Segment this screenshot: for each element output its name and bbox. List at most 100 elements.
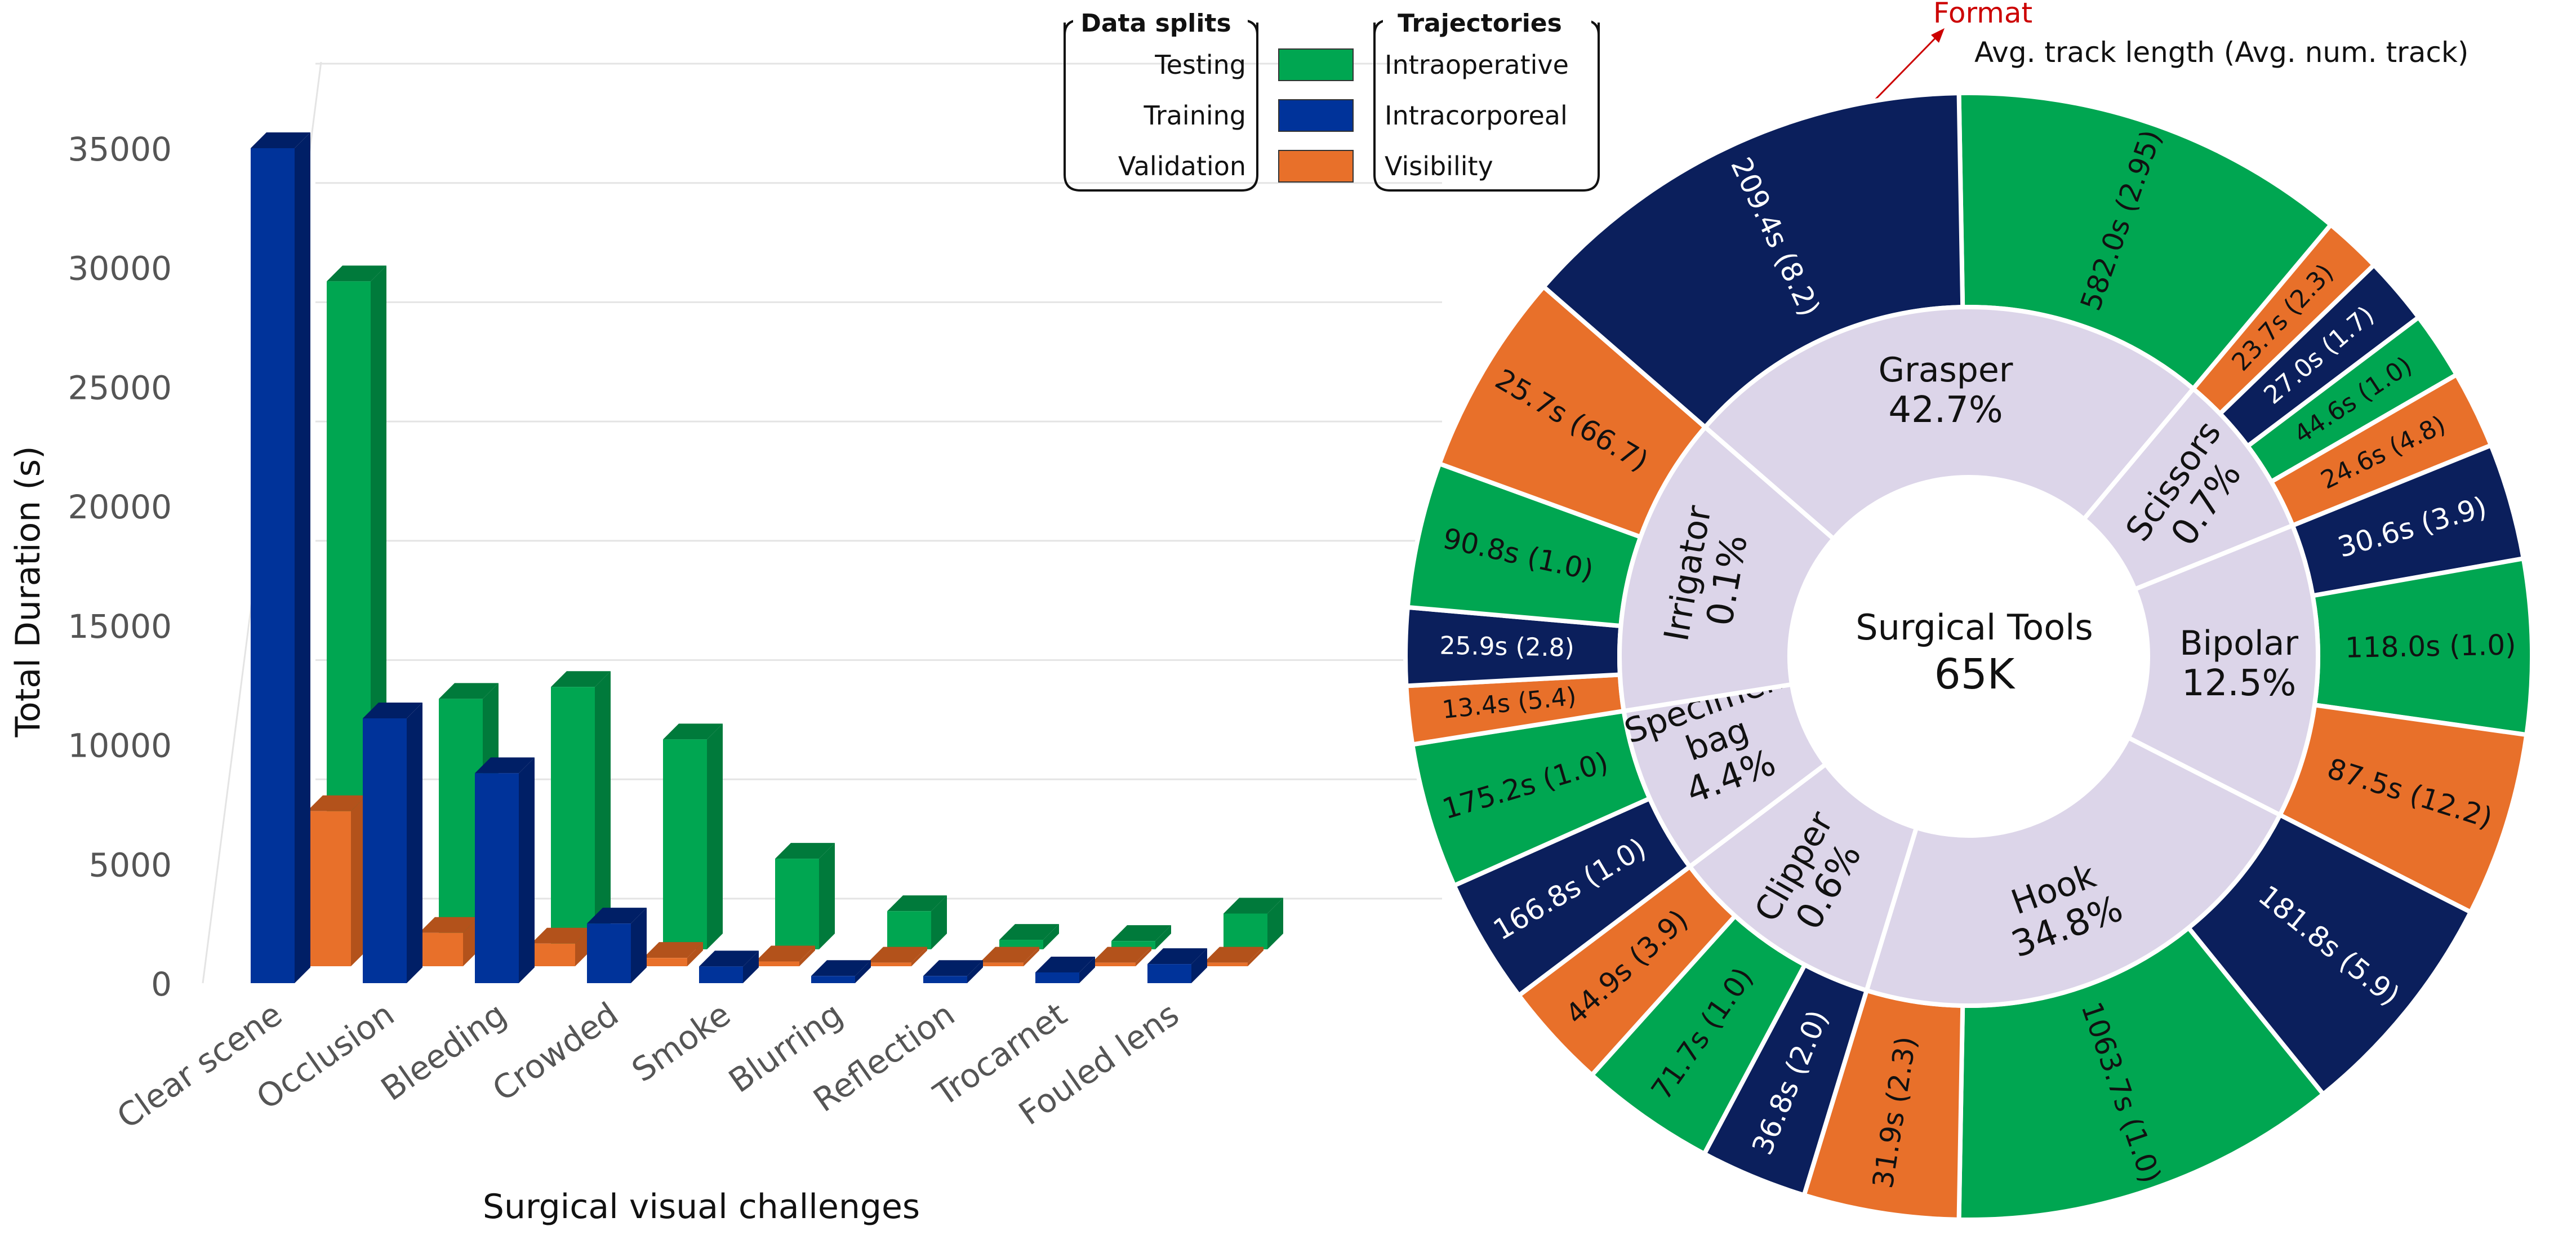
bar-chart-x-axis-label: Surgical visual challenges (483, 1187, 920, 1227)
bar-side-face (1248, 947, 1263, 966)
bar-training (923, 960, 983, 983)
bar-front-face (923, 976, 967, 983)
bar-side-face (1191, 948, 1207, 983)
legend-split-label: Testing (1154, 50, 1246, 80)
bar-training (811, 960, 871, 983)
bar-side-face (1043, 924, 1059, 949)
bar-top-face (531, 927, 591, 944)
bar-side-face (707, 723, 723, 949)
bar-side-face (911, 947, 927, 966)
bar-chart-y-tick-label: 10000 (68, 727, 172, 765)
bar-validation (755, 945, 815, 966)
bar-side-face (1155, 925, 1171, 949)
bar-front-face (1147, 964, 1191, 983)
donut-center: Surgical Tools 65K (1790, 477, 2148, 836)
bar-front-face (643, 958, 687, 966)
bar-top-face (1111, 925, 1171, 941)
bar-side-face (799, 945, 815, 966)
legend-trajectories-title: Trajectories (1398, 9, 1562, 38)
bar-chart-x-tick-label: Smoke (625, 995, 737, 1090)
donut-hole (1790, 477, 2148, 836)
legend-swatch (1278, 99, 1354, 132)
donut-tool-name: Grasper (1879, 350, 2013, 390)
legend: Data splits Trajectories Testing Intraope… (1064, 6, 1600, 192)
donut-inner-segment: Bipolar 12.5% (2125, 522, 2320, 818)
bar-top-face (643, 942, 703, 958)
legend-trajectory-label: Visibility (1385, 151, 1493, 181)
donut-outer-segment: 209.4s (8.2) (1540, 91, 1965, 430)
bar-chart-y-axis-label: Total Duration (s) (8, 446, 48, 738)
legend-split-label: Training (1143, 100, 1246, 131)
bar-top-face (867, 947, 927, 963)
legend-trajectory-label: Intraoperative (1385, 50, 1569, 80)
donut-inner-ring: Grasper 42.7% Scissors0.7% Bipolar 12.5% Hook… (1617, 305, 2320, 1008)
bar-front-face (419, 932, 463, 966)
bar-training (699, 950, 759, 983)
bar-top-face (307, 795, 367, 811)
donut-outer-segment: 31.9s (2.3) (1801, 987, 1965, 1222)
bar-front-face (587, 923, 631, 983)
bar-top-face (587, 908, 647, 924)
bar-top-face (755, 945, 815, 962)
donut-inner-segment: Scissors0.7% (2080, 385, 2296, 593)
legend-data-splits-frame (1064, 23, 1258, 192)
bar-side-face (1024, 947, 1039, 966)
bar-testing (887, 895, 947, 949)
bar-front-face (867, 962, 911, 966)
bar-chart-y-tick-label: 35000 (68, 130, 172, 168)
bar-testing (663, 723, 723, 949)
bar-side-face (519, 757, 535, 983)
bar-chart-x-tick-label: Bleeding (374, 995, 513, 1108)
bar-validation (531, 927, 591, 966)
bar-validation (867, 947, 927, 966)
donut-outer-label: 118.0s (1.0) (2345, 629, 2517, 664)
bar-front-face (980, 962, 1024, 966)
legend-swatch (1278, 150, 1354, 183)
bar-side-face (687, 942, 703, 966)
bar-chart-y-ticks: 0 5000 10000 15000 20000 25000 30000 35000 (68, 130, 172, 1003)
bar-training (251, 132, 310, 983)
bar-top-face (923, 960, 983, 976)
bar-top-face (327, 265, 386, 282)
bar-validation (419, 917, 479, 966)
donut-tool-percent: 42.7% (1888, 389, 2003, 431)
donut-outer-segment: 118.0s (1.0) (2310, 556, 2534, 737)
donut-chart: 582.0s (2.95)23.7s (2.3)27.0s (1.7)44.6s… (1403, 91, 2534, 1222)
format-description: Avg. track length (Avg. num. track) (1974, 36, 2468, 69)
bar-validation (1204, 947, 1263, 966)
bar-validation (643, 942, 703, 966)
bar-front-face (551, 687, 595, 949)
bar-testing (1224, 898, 1283, 949)
bar-chart-y-tick-label: 15000 (68, 607, 172, 646)
bar-top-face (419, 917, 479, 933)
bar-side-face (1267, 898, 1283, 949)
bar-front-face (887, 911, 931, 949)
legend-rows: Testing Intraoperative Training Intracorpor… (1118, 48, 1569, 183)
bar-top-face (1204, 947, 1263, 963)
donut-outer-segment: 25.7s (66.7) (1436, 283, 1709, 540)
bar-side-face (407, 702, 422, 983)
bar-side-face (1136, 947, 1151, 966)
bar-side-face (295, 132, 310, 983)
bar-top-face (663, 723, 723, 740)
donut-inner-segment: Hook34.8% (1863, 734, 2283, 1008)
bar-training (475, 757, 535, 983)
bar-chart-y-tick-label: 5000 (88, 846, 172, 884)
bar-chart-bars (251, 132, 1283, 983)
legend-trajectory-label: Intracorporeal (1385, 100, 1568, 131)
bar-top-face (699, 950, 759, 967)
bar-top-face (475, 757, 535, 774)
bar-top-face (551, 671, 611, 687)
bar-training (363, 702, 422, 983)
bar-top-face (999, 924, 1059, 940)
legend-trajectories-frame (1373, 23, 1600, 192)
bar-chart-y-tick-label: 0 (151, 965, 172, 1003)
bar-validation (980, 947, 1039, 966)
bar-side-face (595, 671, 611, 949)
bar-front-face (363, 718, 407, 983)
bar-front-face (663, 739, 707, 949)
bar-top-face (363, 702, 422, 718)
bar-top-face (251, 132, 310, 148)
donut-outer-label: 25.9s (2.8) (1439, 632, 1574, 663)
